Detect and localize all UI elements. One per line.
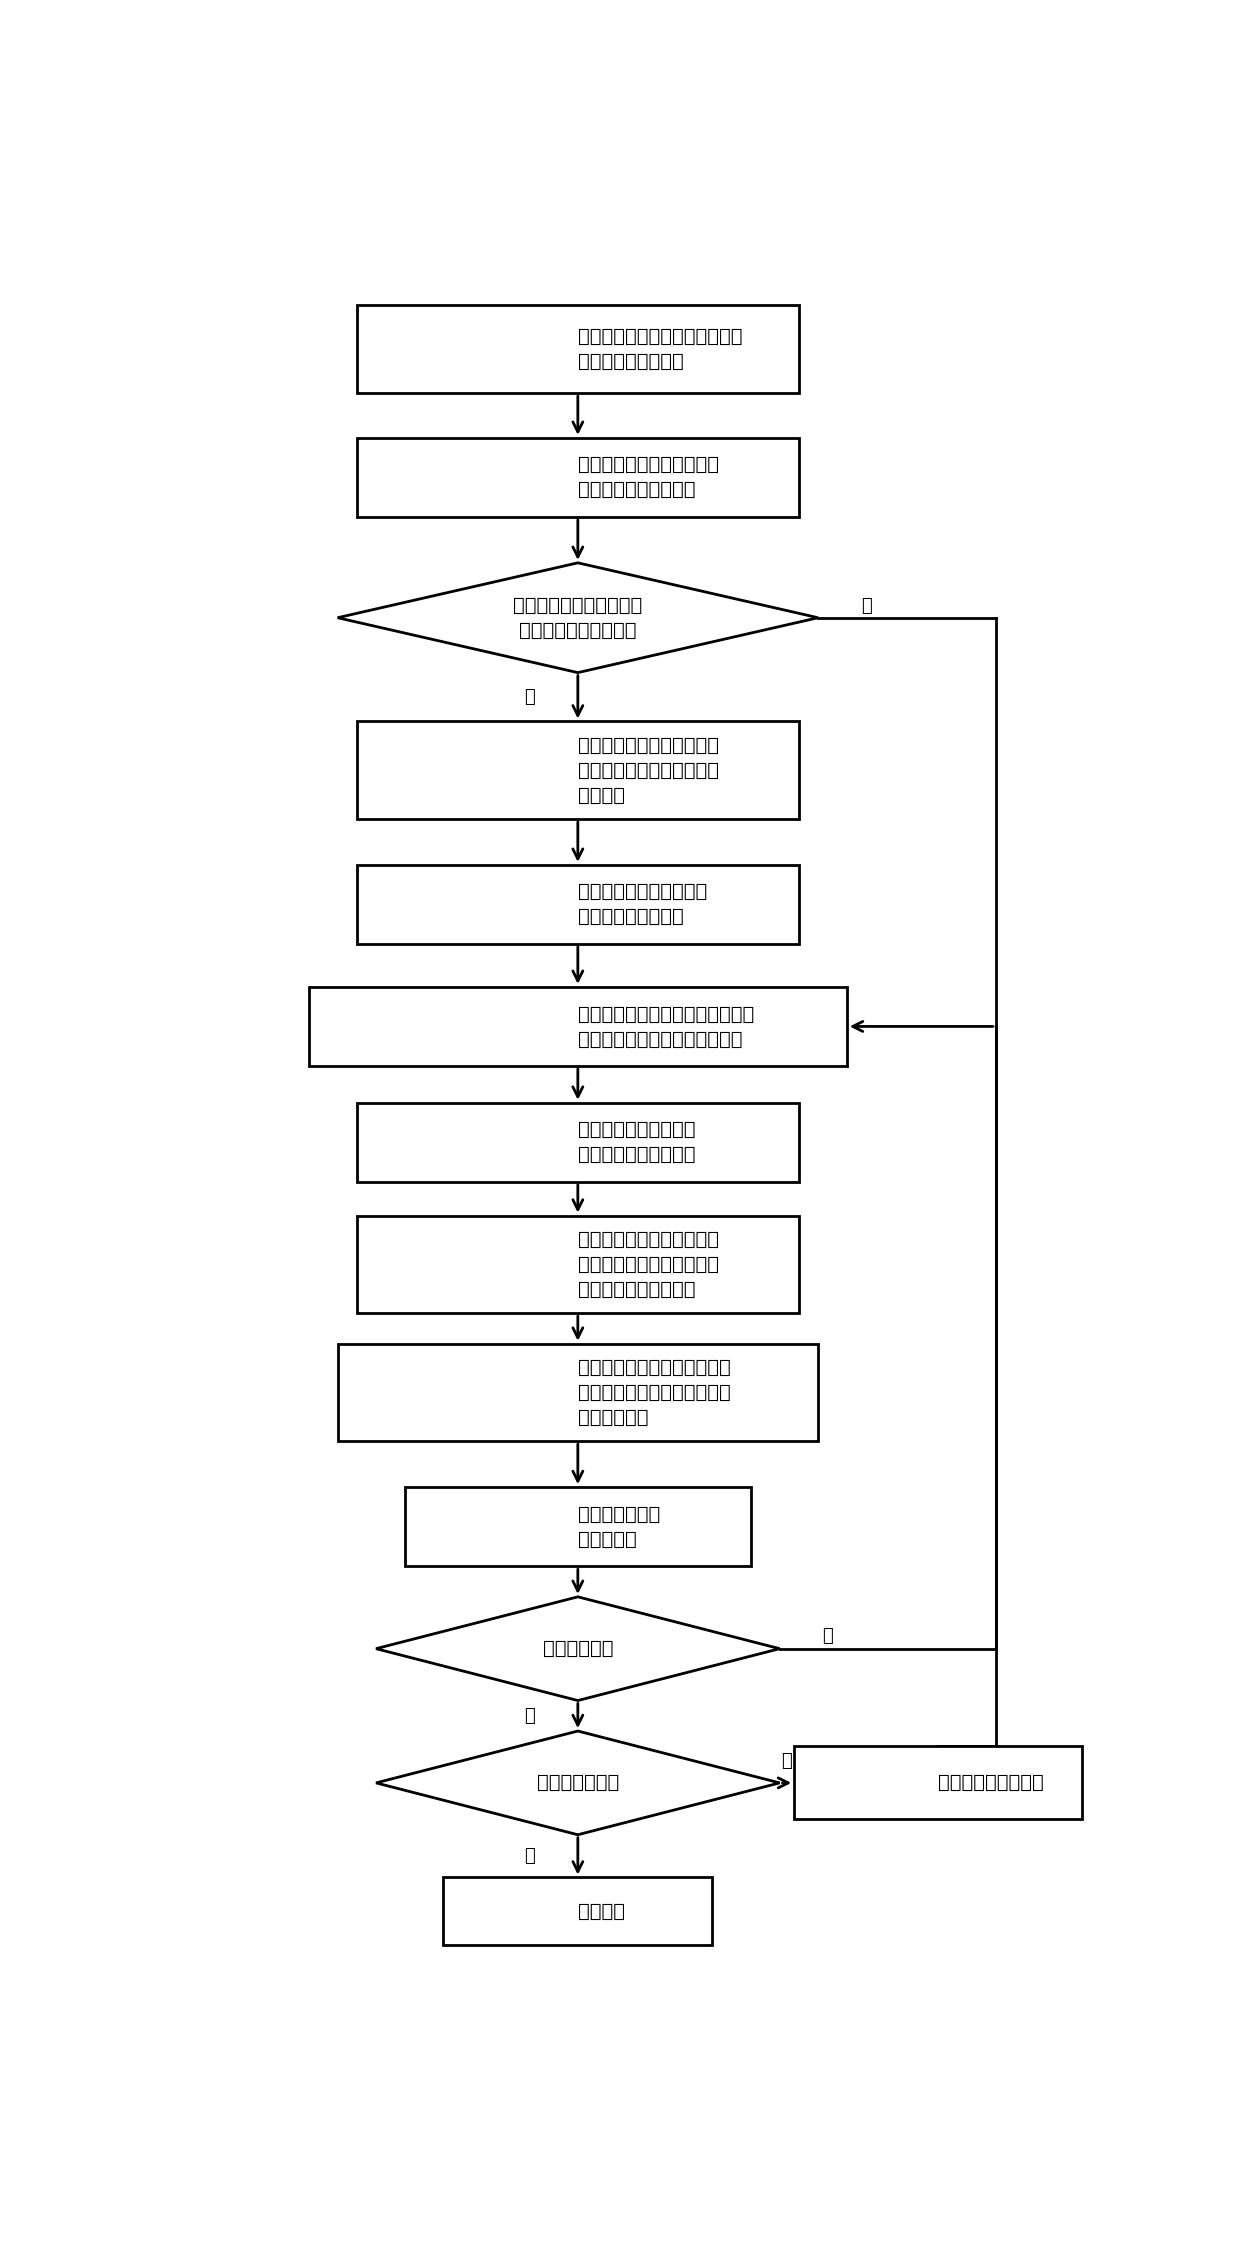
FancyBboxPatch shape <box>357 864 799 945</box>
Text: 保存数据: 保存数据 <box>578 1901 625 1922</box>
FancyBboxPatch shape <box>357 722 799 819</box>
FancyBboxPatch shape <box>357 439 799 518</box>
Text: 否: 否 <box>861 596 872 614</box>
Polygon shape <box>376 1730 780 1834</box>
Text: 所述第二控制器根据发动机
实际输出扭矩和中间采样点
的差值得到滤波输入点: 所述第二控制器根据发动机 实际输出扭矩和中间采样点 的差值得到滤波输入点 <box>578 1231 719 1298</box>
FancyBboxPatch shape <box>337 1343 818 1442</box>
Text: 第二控制器向第一控制器发
送扭矩自学习请求信号: 第二控制器向第一控制器发 送扭矩自学习请求信号 <box>578 455 719 500</box>
FancyBboxPatch shape <box>794 1746 1083 1820</box>
Text: 退出扭矩自学习进程: 退出扭矩自学习进程 <box>939 1773 1044 1793</box>
Text: 是: 是 <box>525 1847 536 1865</box>
Text: 否: 否 <box>781 1753 792 1771</box>
FancyBboxPatch shape <box>309 988 847 1066</box>
Text: 超过设定次数: 超过设定次数 <box>543 1640 613 1658</box>
Text: 是: 是 <box>525 1708 536 1726</box>
Text: 是: 是 <box>525 688 536 706</box>
FancyBboxPatch shape <box>357 1215 799 1314</box>
Text: 否: 否 <box>822 1627 833 1645</box>
Polygon shape <box>376 1598 780 1701</box>
Text: 通过最大采样点和最小
采样点得到中间采样点: 通过最大采样点和最小 采样点得到中间采样点 <box>578 1120 696 1163</box>
Text: 得到新的发动机
自学习扭矩: 得到新的发动机 自学习扭矩 <box>578 1505 660 1548</box>
Text: 第二控制器设置所述实际
监测扭矩的单位周期: 第二控制器设置所述实际 监测扭矩的单位周期 <box>578 882 707 927</box>
Text: 第一控制器允许第二控制
器进入扭矩自学习进程: 第一控制器允许第二控制 器进入扭矩自学习进程 <box>513 596 642 639</box>
Text: 车辆到达被动进入或主动进入扭
矩自学习进程的条件: 车辆到达被动进入或主动进入扭 矩自学习进程的条件 <box>578 326 743 371</box>
Text: 第一控制器设定发动机的转
速、发动机目标输出扭矩和
运行时间: 第一控制器设定发动机的转 速、发动机目标输出扭矩和 运行时间 <box>578 736 719 806</box>
FancyBboxPatch shape <box>404 1487 751 1566</box>
Text: 第二控制器对所述滤波输入点
和上一次的发动机自学习扭矩
进行积分滤波: 第二控制器对所述滤波输入点 和上一次的发动机自学习扭矩 进行积分滤波 <box>578 1359 730 1426</box>
Text: 扭矩自学习完成: 扭矩自学习完成 <box>537 1773 619 1793</box>
FancyBboxPatch shape <box>357 1102 799 1181</box>
FancyBboxPatch shape <box>444 1876 713 1944</box>
Polygon shape <box>337 562 818 673</box>
Text: 在各个单位周期内选取多个采样点
并得到最大采样点和最小采样点: 在各个单位周期内选取多个采样点 并得到最大采样点和最小采样点 <box>578 1004 754 1048</box>
FancyBboxPatch shape <box>357 306 799 394</box>
